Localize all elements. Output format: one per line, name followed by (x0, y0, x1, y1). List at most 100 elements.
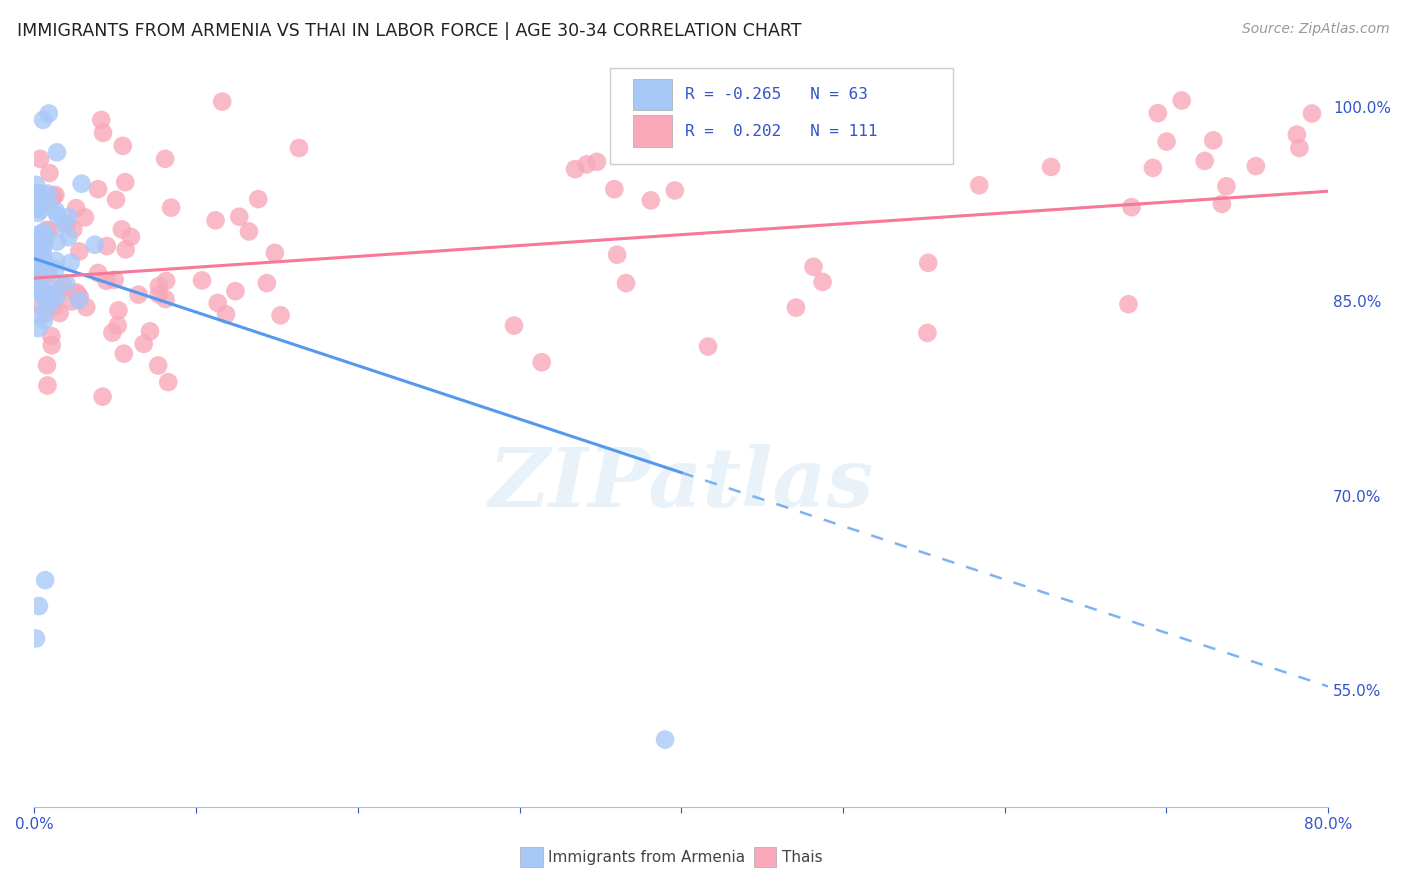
Point (530, 355, 553, 369)
Point (38, 106, 60, 120)
Text: IMMIGRANTS FROM ARMENIA VS THAI IN LABOR FORCE | AGE 30-34 CORRELATION CHART: IMMIGRANTS FROM ARMENIA VS THAI IN LABOR… (17, 22, 801, 40)
Point (1121, 200, 1143, 214)
Point (70, 177, 93, 191)
Point (120, 230, 142, 244)
Point (31, 247, 53, 261)
Point (96, 239, 118, 253)
Point (46, 145, 69, 160)
Point (1288, 141, 1310, 155)
Point (34, 232, 56, 246)
Point (215, 307, 238, 321)
Point (46, 209, 69, 223)
Point (917, 256, 939, 270)
Point (41, 292, 63, 306)
Point (157, 375, 180, 389)
Point (1215, 179, 1237, 194)
Point (564, 162, 586, 177)
Point (34, 231, 56, 245)
Point (155, 292, 177, 306)
Point (664, 184, 686, 198)
Point (148, 287, 170, 301)
Point (1146, 106, 1168, 120)
Point (58, 210, 80, 224)
Point (603, 182, 626, 196)
Point (38, 223, 60, 237)
Point (270, 309, 292, 323)
Point (65, 285, 87, 300)
Point (25, 283, 48, 297)
Point (247, 192, 270, 206)
Point (238, 224, 260, 238)
Point (1118, 297, 1140, 311)
Point (30, 271, 52, 285)
Point (27, 272, 49, 286)
Point (59, 256, 82, 270)
Point (803, 260, 825, 274)
Point (31, 187, 53, 202)
Bar (633, 115, 672, 147)
Point (58, 230, 80, 244)
Point (44, 262, 66, 277)
Point (66, 287, 89, 301)
Point (35, 358, 58, 372)
Point (114, 243, 136, 257)
Point (65, 201, 87, 215)
Point (34, 262, 56, 277)
Point (42, 282, 65, 296)
Point (1194, 153, 1216, 168)
Point (1156, 135, 1178, 149)
Point (148, 279, 170, 293)
Point (41, 329, 63, 343)
Point (44, 188, 66, 202)
Point (1211, 197, 1233, 211)
Point (1202, 133, 1225, 147)
Point (1244, 159, 1267, 173)
Point (107, 303, 129, 318)
Point (503, 318, 526, 333)
Point (211, 95, 233, 109)
Point (41, 338, 63, 352)
Point (73, 211, 96, 225)
Point (586, 154, 609, 169)
Point (35, 223, 58, 237)
Point (654, 732, 676, 747)
Point (75, 300, 97, 314)
Point (112, 346, 135, 360)
Point (96, 274, 118, 288)
Point (44, 300, 66, 314)
Point (60, 294, 83, 309)
Text: Source: ZipAtlas.com: Source: ZipAtlas.com (1241, 22, 1389, 37)
Point (614, 276, 637, 290)
Point (49, 282, 72, 296)
Point (132, 337, 155, 351)
Point (56, 217, 79, 231)
Point (45, 254, 67, 268)
Point (25, 241, 48, 255)
Point (25, 202, 48, 216)
Point (35, 286, 58, 301)
Point (575, 157, 598, 171)
Point (104, 273, 127, 287)
Text: Thais: Thais (782, 850, 823, 864)
Point (288, 141, 311, 155)
Point (38, 166, 60, 180)
Point (30, 235, 52, 249)
Point (55, 276, 77, 290)
Text: R = -0.265   N = 63: R = -0.265 N = 63 (685, 87, 868, 102)
Point (25, 262, 48, 277)
Point (37, 300, 59, 314)
Point (32, 285, 55, 300)
Point (83, 237, 105, 252)
Point (27, 236, 49, 251)
Point (41, 191, 63, 205)
Point (25, 178, 48, 192)
Point (87, 182, 110, 196)
Point (28, 258, 51, 272)
Point (27, 266, 49, 280)
Point (34, 573, 56, 587)
Point (32, 235, 55, 250)
Point (52, 278, 75, 293)
Point (34, 231, 56, 245)
Point (114, 175, 136, 189)
Point (111, 222, 134, 236)
